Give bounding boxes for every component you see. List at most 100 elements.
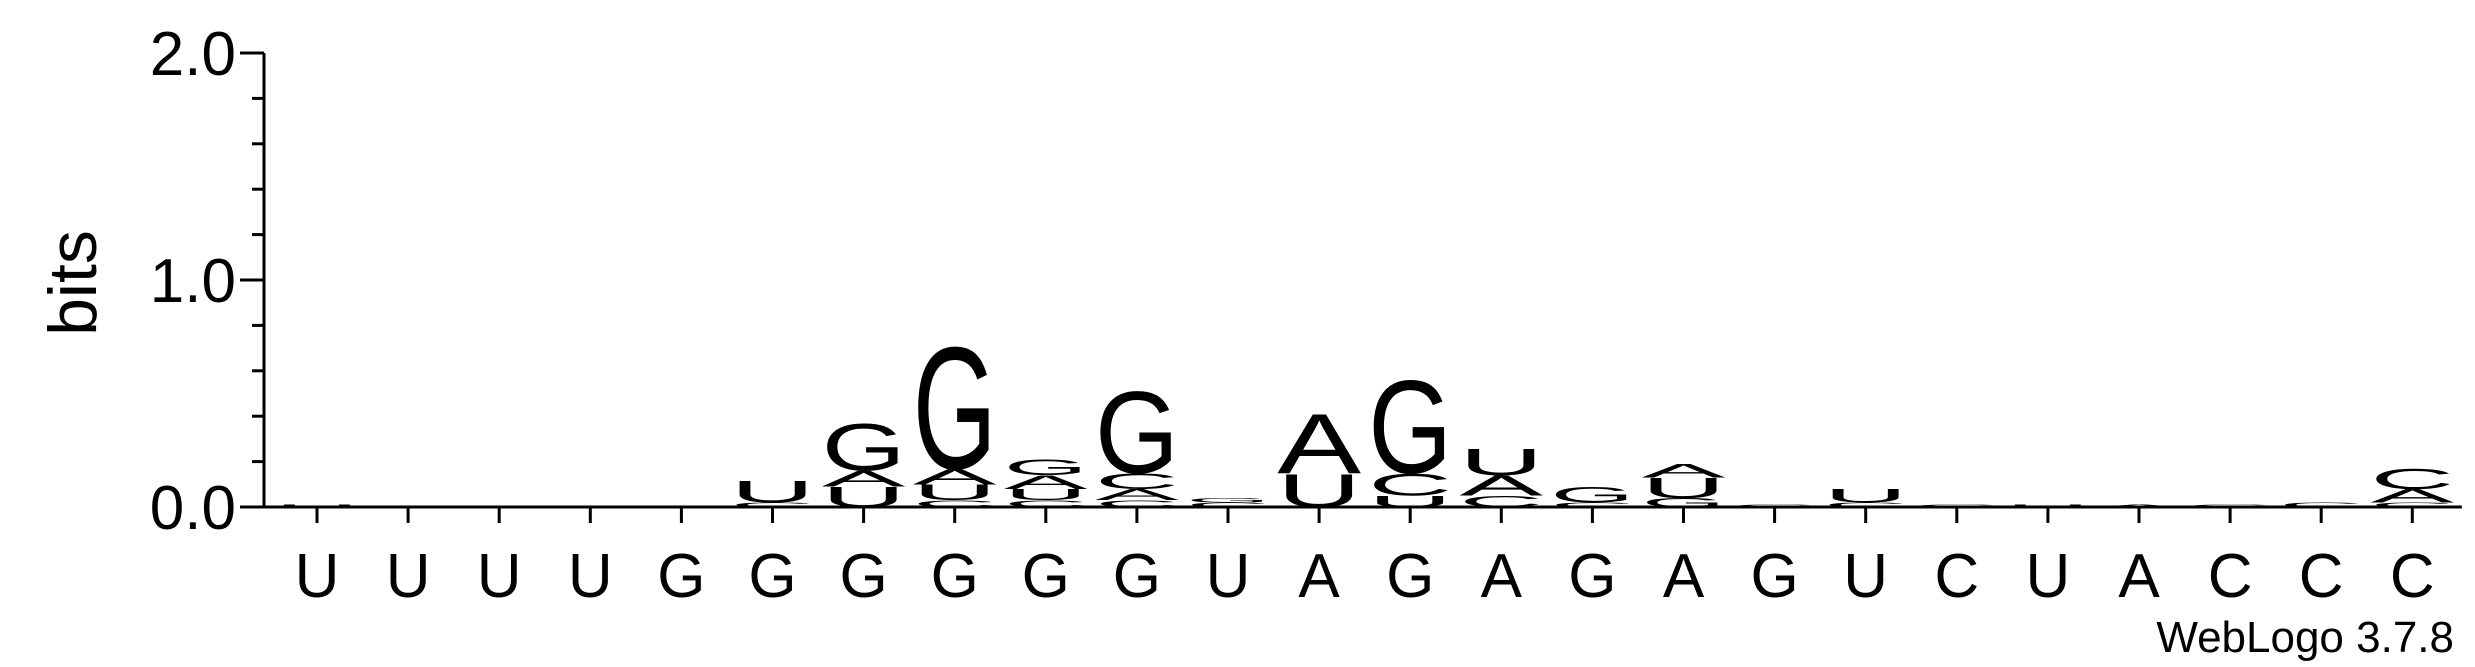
logo-letter-group: G	[1550, 483, 1634, 508]
logo-letter-group: C	[2279, 501, 2363, 508]
logo-letter-group: A	[2097, 504, 2182, 508]
logo-letter-group: C	[1004, 499, 1088, 510]
logo-letter: G	[1186, 497, 1270, 504]
x-tick-label: G	[1113, 542, 1161, 611]
logo-letter-group: U	[913, 480, 997, 505]
logo-letter-group: U	[1642, 472, 1726, 504]
x-tick-label: G	[839, 542, 887, 611]
logo-letter-group: U	[1004, 486, 1088, 504]
logo-letter-group: U	[731, 474, 815, 509]
y-tick-label: 2.0	[150, 20, 236, 89]
logo-letter: A	[822, 467, 907, 492]
logo-letter: A	[2370, 486, 2454, 507]
logo-letter: G	[1550, 483, 1634, 508]
x-tick-label: A	[1298, 542, 1340, 611]
logo-letter-group: C	[2188, 504, 2272, 508]
footer: WebLogo 3.7.8	[2156, 613, 2454, 662]
x-tick-label: G	[1568, 542, 1616, 611]
x-tick-label: C	[2299, 542, 2344, 611]
logo-letter-group: C	[1095, 499, 1179, 510]
logo-letter: G	[822, 410, 906, 484]
logo-letter: C	[1186, 501, 1270, 508]
logo-letter-group: A	[2370, 486, 2454, 507]
x-tick-label: G	[931, 542, 979, 611]
logo-letter: A	[1642, 461, 1726, 482]
logo-letter: C	[1368, 467, 1452, 502]
logo-letter-group: U	[1368, 493, 1452, 511]
logo-letter: A	[1277, 396, 1361, 492]
logo-letter: U	[275, 504, 359, 508]
logo-letter: U	[822, 481, 906, 513]
logo-letter: C	[1915, 504, 1999, 508]
logo-letter-group: G	[822, 410, 906, 484]
logo-letter-group: A	[1459, 470, 1543, 502]
logo-letter-group: C	[1550, 501, 1634, 508]
x-tick-label: U	[1206, 542, 1251, 611]
logo-letter: A	[1459, 470, 1543, 502]
x-tick-label: C	[2208, 542, 2253, 611]
logo-letter: C	[1733, 504, 1817, 508]
logo-letter: C	[913, 499, 997, 510]
logo-letter: C	[2370, 463, 2454, 495]
logo-letter-group: U	[1277, 464, 1361, 517]
x-tick-label: G	[1022, 542, 1070, 611]
logo-letter: U	[1459, 442, 1543, 484]
logo-letter: C	[2279, 501, 2363, 508]
x-tick-label: A	[1481, 542, 1523, 611]
logo-letter: U	[2006, 504, 2090, 508]
logo-letter-group: C	[2370, 463, 2454, 495]
x-tick-label: G	[657, 542, 705, 611]
y-tick-label: 1.0	[150, 247, 236, 316]
logo-letter-group: C	[1459, 493, 1543, 511]
logo-letter-group: A	[1277, 396, 1361, 492]
x-tick-label: U	[295, 542, 340, 611]
logo-letter-group: G	[1642, 496, 1726, 510]
x-tick-label: U	[568, 542, 613, 611]
logo-letter: A	[1095, 486, 1179, 504]
logo-letter-group: A	[1095, 486, 1179, 504]
logo-letter-group: U	[275, 504, 359, 508]
logo-letter-group: A	[913, 464, 998, 489]
x-tick-label: C	[1934, 542, 1979, 611]
logo-letter: A	[2097, 504, 2182, 508]
x-tick-label: U	[1843, 542, 1888, 611]
logo-letter: U	[731, 474, 815, 509]
logo-letter-group: G	[913, 311, 997, 506]
logo-letter-group: C	[1733, 504, 1817, 508]
logo-letter-group: C	[1186, 501, 1270, 508]
logo-letter: G	[1368, 352, 1452, 501]
logo-letter: C	[1824, 501, 1908, 508]
x-tick-label: G	[1386, 542, 1434, 611]
logo-letter-group: C	[731, 501, 815, 508]
logo-letter-group: A	[1642, 461, 1726, 482]
logo-letter: U	[1824, 486, 1908, 507]
logo-letter: G	[1004, 455, 1088, 480]
logo-letter: C	[2370, 501, 2454, 508]
logo-letter: C	[2188, 504, 2272, 508]
logo-letter-group: A	[822, 467, 907, 492]
logo-letter: C	[1095, 499, 1179, 510]
x-tick-label: U	[2026, 542, 2071, 611]
logo-letter-group: G	[1368, 352, 1452, 501]
logo-letter: C	[1550, 501, 1634, 508]
logo-letter: C	[1004, 499, 1088, 510]
logo-letter-group: U	[1824, 486, 1908, 507]
logo-letter: C	[1095, 469, 1179, 494]
logo-letter: U	[1642, 472, 1726, 504]
x-tick-label: U	[477, 542, 522, 611]
logo-letter-group: U	[822, 481, 906, 513]
x-tick-label: C	[2390, 542, 2435, 611]
logo-letter-group: C	[1915, 504, 1999, 508]
logo-letter: C	[1459, 493, 1543, 511]
logo-letter-group: C	[913, 499, 997, 510]
logo-letter-group: C	[1368, 467, 1452, 502]
x-tick-label: A	[1663, 542, 1705, 611]
logo-letter: U	[1004, 486, 1088, 504]
x-tick-label: A	[2118, 542, 2160, 611]
logo-letter: A	[913, 464, 998, 489]
logo-letter-group: C	[1824, 501, 1908, 508]
logo-letter-group: G	[1004, 455, 1088, 480]
x-tick-label: U	[386, 542, 431, 611]
